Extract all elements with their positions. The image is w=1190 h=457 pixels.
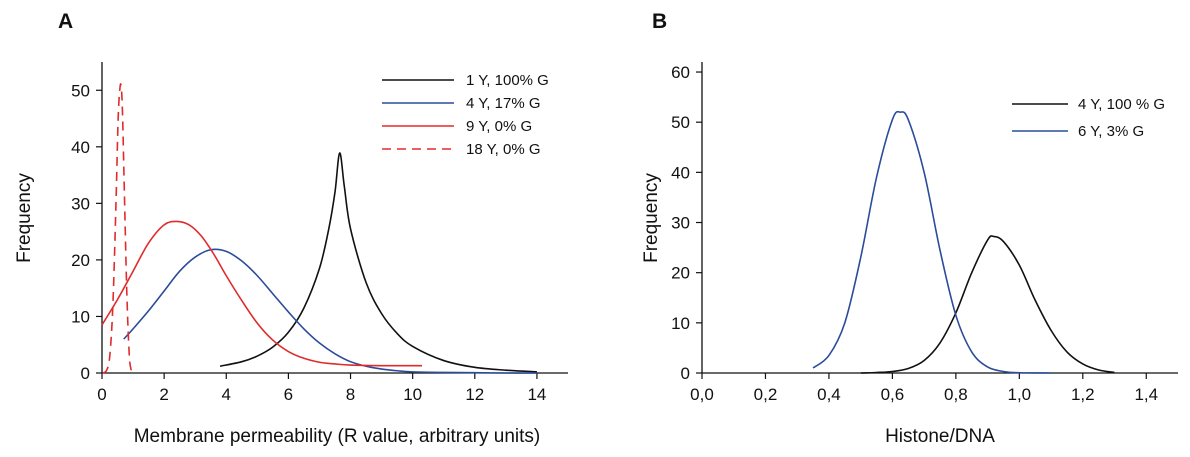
x-tick-label: 6 xyxy=(284,385,293,404)
y-tick-label: 40 xyxy=(671,163,690,182)
legend-label: 18 Y, 0% G xyxy=(466,141,541,158)
legend-label: 4 Y, 17% G xyxy=(466,95,541,112)
x-tick-label: 0 xyxy=(97,385,106,404)
legend-label: 9 Y, 0% G xyxy=(466,118,532,135)
x-tick-label: 0,2 xyxy=(754,385,778,404)
series-line xyxy=(219,152,537,373)
x-tick-label: 2 xyxy=(159,385,168,404)
y-tick-label: 50 xyxy=(671,113,690,132)
x-axis-title: Membrane permeability (R value, arbitrar… xyxy=(134,426,541,447)
x-tick-label: 8 xyxy=(346,385,355,404)
x-tick-label: 0,6 xyxy=(881,385,905,404)
x-tick-label: 0,8 xyxy=(944,385,968,404)
series-line xyxy=(102,83,133,374)
y-tick-label: 10 xyxy=(671,314,690,333)
y-axis-title: Frequency xyxy=(641,173,662,263)
y-tick-label: 10 xyxy=(71,307,90,326)
y-tick-label: 30 xyxy=(71,194,90,213)
x-tick-label: 0,0 xyxy=(690,385,714,404)
y-tick-label: 20 xyxy=(71,251,90,270)
series-line xyxy=(860,235,1115,374)
panel-letter-a: A xyxy=(58,10,73,33)
series-line xyxy=(123,248,537,374)
y-tick-label: 0 xyxy=(681,364,690,383)
panel-letter-b: B xyxy=(652,10,667,33)
x-tick-label: 0,4 xyxy=(817,385,841,404)
series-line xyxy=(101,220,422,367)
x-tick-label: 10 xyxy=(403,385,422,404)
x-tick-label: 12 xyxy=(465,385,484,404)
legend-label: 1 Y, 100% G xyxy=(466,72,549,89)
x-tick-label: 1,4 xyxy=(1134,385,1158,404)
legend-label: 6 Y, 3% G xyxy=(1078,123,1144,140)
y-tick-label: 30 xyxy=(671,214,690,233)
chart-a: 0 2 4 6 8 10 12 14 0 10 20 30 40 50 Frequency Membrane … xyxy=(14,62,568,447)
y-tick-label: 20 xyxy=(671,264,690,283)
y-tick-label: 50 xyxy=(71,81,90,100)
y-tick-label: 40 xyxy=(71,138,90,157)
x-tick-label: 1,0 xyxy=(1008,385,1032,404)
legend-label: 4 Y, 100 % G xyxy=(1078,96,1165,113)
y-tick-label: 60 xyxy=(671,63,690,82)
x-tick-label: 1,2 xyxy=(1071,385,1095,404)
x-axis-title: Histone/DNA xyxy=(885,426,995,447)
chart-b: 0,0 0,2 0,4 0,6 0,8 1,0 1,2 1,4 0 10 20 30 40 50 60 Fre… xyxy=(641,62,1178,447)
x-tick-label: 14 xyxy=(527,385,546,404)
x-tick-label: 4 xyxy=(222,385,231,404)
y-axis-title: Frequency xyxy=(14,173,35,263)
y-tick-label: 0 xyxy=(81,364,90,383)
series-line xyxy=(812,110,1052,374)
